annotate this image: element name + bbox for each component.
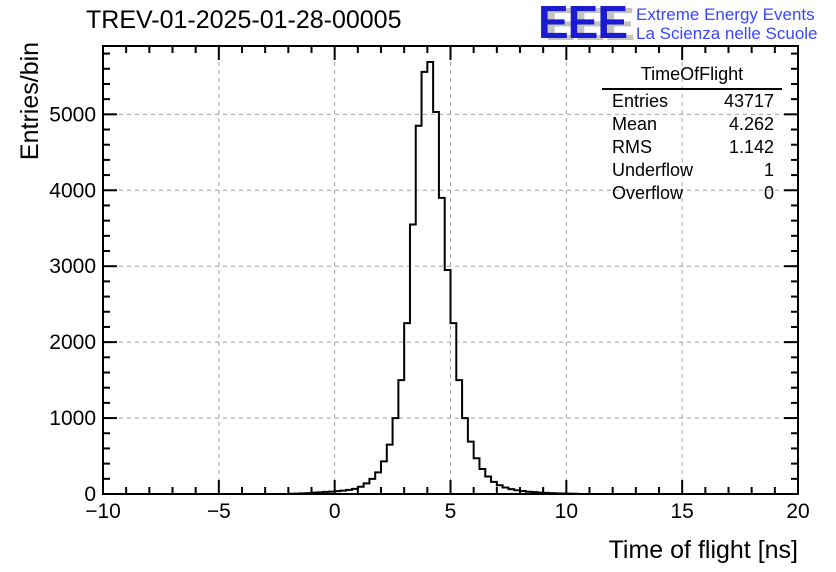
y-tick-label: 2000 [49,331,96,354]
x-tick-label: −5 [207,500,231,523]
stats-row: Mean 4.262 [602,113,782,136]
stats-row: RMS 1.142 [602,136,782,159]
x-tick-label: 15 [670,500,693,523]
logo-caption-line2: La Scienza nelle Scuole [636,24,818,43]
stats-row-value: 0 [763,183,774,203]
y-axis-title: Entries/bin [16,41,44,161]
stats-row: Underflow 1 [602,159,782,182]
stats-row-label: Mean [612,114,658,134]
x-tick-label: 5 [445,500,457,523]
stats-row-value: 4.262 [728,114,774,134]
stats-row-label: Entries [612,91,669,111]
grid-lines [103,46,798,494]
histogram-line [287,60,579,495]
y-tick-label: 4000 [49,179,96,202]
stats-row: Entries 43717 [602,90,782,113]
logo-caption-line1: Extreme Energy Events [636,5,815,24]
stats-box: TimeOfFlight Entries 43717 Mean 4.262 RMS 1.1… [602,64,782,205]
histogram-layer [287,60,579,495]
x-tick-label: 20 [786,500,809,523]
y-tick-label: 3000 [49,255,96,278]
page-title: TREV-01-2025-01-28-00005 [86,6,402,34]
stats-row-label: RMS [612,137,652,157]
stats-row-value: 43717 [723,91,774,111]
stats-row: Overflow 0 [602,182,782,205]
stats-row-value: 1.142 [728,137,774,157]
stats-row-value: 1 [763,160,774,180]
stats-row-label: Overflow [612,183,684,203]
y-tick-label: 0 [84,483,96,506]
eee-logo: EEE Extreme Energy Events La Scienza nel… [538,0,818,48]
x-tick-label: 10 [555,500,578,523]
plot-frame [102,45,799,495]
y-tick-label: 1000 [49,407,96,430]
eee-logo-mark: EEE [538,0,628,48]
x-tick-label: −10 [85,500,121,523]
axis-frame [102,45,799,495]
eee-logo-caption: Extreme Energy Events La Scienza nelle S… [636,2,817,43]
stats-row-label: Underflow [612,160,694,180]
y-tick-label: 5000 [49,103,96,126]
x-axis-title: Time of flight [ns] [608,536,798,564]
stats-box-title: TimeOfFlight [602,64,782,90]
stats-box-rows: Entries 43717 Mean 4.262 RMS 1.142 Underflow 1 O… [602,90,782,205]
x-tick-label: 0 [329,500,341,523]
